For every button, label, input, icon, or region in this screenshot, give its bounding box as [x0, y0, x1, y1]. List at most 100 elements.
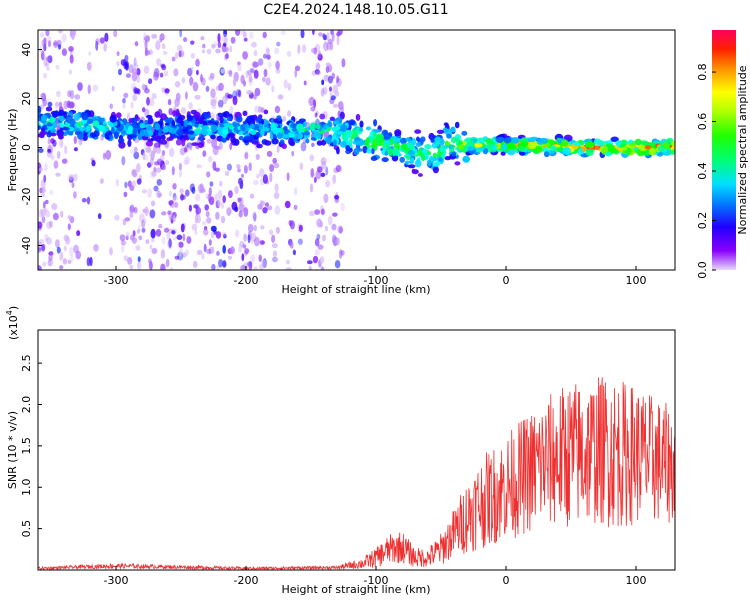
- spectrogram-cell: [58, 253, 63, 262]
- spectrogram-cell: [421, 148, 428, 155]
- spectrogram-cell: [210, 225, 217, 232]
- spectrogram-cell: [207, 120, 214, 124]
- spectrogram-cell: [365, 126, 372, 131]
- spectrogram-cell: [120, 130, 127, 135]
- spectrogram-cell: [67, 223, 71, 231]
- spectrogram-cell: [240, 173, 245, 178]
- spectrogram-cell: [247, 223, 254, 233]
- spectrogram-cell: [414, 159, 422, 168]
- spectrogram-cell: [55, 239, 60, 249]
- spectrogram-cell: [145, 239, 150, 245]
- x-tick-label: -300: [104, 274, 129, 287]
- spectrogram-cell: [150, 228, 156, 239]
- spectrogram-cell: [59, 123, 65, 128]
- spectrogram-cell: [295, 132, 301, 140]
- y-tick-label: -40: [20, 237, 33, 255]
- spectrogram-cell: [73, 136, 78, 144]
- spectrogram-cell: [275, 68, 281, 74]
- colorbar-ticks: 0.0 0.2 0.4 0.6 0.8: [696, 63, 716, 279]
- spectrogram-cell: [123, 255, 128, 262]
- spectrogram-cell: [585, 148, 594, 156]
- spectrogram-cell: [136, 68, 141, 76]
- spectrogram-cell: [210, 88, 216, 99]
- spectrogram-cell: [529, 136, 539, 141]
- spectrogram-cell: [113, 30, 118, 38]
- x-tick-label: 0: [503, 574, 510, 587]
- spectrogram-cell: [247, 234, 251, 244]
- spectrogram-cell: [550, 145, 557, 151]
- spectrogram-cell: [544, 151, 550, 158]
- spectrogram-cell: [518, 145, 525, 152]
- spectrogram-cell: [167, 210, 172, 215]
- spectrogram-cell: [68, 69, 73, 75]
- spectrogram-cell: [454, 121, 460, 129]
- spectrogram-cell: [229, 246, 235, 255]
- spectrogram-cell: [129, 210, 134, 219]
- spectrogram-cell: [104, 32, 109, 42]
- spectrogram-cell: [232, 95, 238, 106]
- spectrogram-cell: [266, 150, 273, 157]
- spectrogram-cell: [226, 163, 232, 171]
- spectrogram-cell: [271, 234, 276, 243]
- spectrogram-cell: [436, 129, 445, 134]
- spectrogram-cell: [254, 87, 261, 97]
- spectrogram-cell: [319, 113, 326, 120]
- spectrogram-cell: [211, 43, 216, 49]
- spectrogram-cell: [221, 126, 229, 134]
- spectrogram-cell: [260, 128, 265, 136]
- spectrogram-cell: [258, 58, 264, 66]
- spectrogram-cell: [324, 225, 328, 232]
- spectrogram-frame: [37, 29, 676, 271]
- spectrogram-cell: [468, 140, 475, 148]
- spectrogram-cell: [47, 138, 51, 145]
- spectrogram-cell: [102, 121, 107, 126]
- spectrogram-cell: [175, 92, 181, 102]
- spectrogram-cell: [276, 132, 283, 140]
- spectrogram-cell: [124, 54, 129, 62]
- spectrogram-cell: [294, 69, 298, 78]
- spectrogram-cell: [93, 244, 99, 252]
- spectrogram-cell: [196, 249, 203, 256]
- spectrogram-cell: [67, 90, 72, 98]
- spectrogram-cell: [250, 254, 256, 263]
- spectrogram-cell: [92, 84, 98, 92]
- spectrogram-cell: [40, 92, 46, 99]
- spectrogram-cell: [313, 131, 320, 137]
- spectrogram-y-label: Frequency (Hz): [6, 109, 19, 192]
- spectrogram-cell: [149, 209, 156, 219]
- spectrogram-cell: [41, 216, 46, 224]
- spectrogram-cell: [411, 168, 416, 174]
- spectrogram-cell: [211, 104, 216, 110]
- spectrogram-cell: [141, 83, 146, 91]
- spectrogram-cell: [59, 265, 64, 270]
- spectrogram-cell: [372, 132, 377, 140]
- spectrogram-cell: [228, 69, 233, 77]
- spectrogram-cell: [325, 136, 333, 145]
- spectrogram-cell: [234, 30, 241, 36]
- spectrogram-cell: [337, 225, 343, 235]
- colorbar-tick-label: 0.0: [696, 261, 709, 279]
- spectrogram-cell: [44, 162, 48, 172]
- spectrogram-cell: [202, 125, 210, 131]
- spectrogram-cell: [100, 178, 104, 185]
- spectrogram-cell: [370, 156, 378, 161]
- spectrogram-cell: [272, 127, 279, 135]
- spectrogram-cell: [125, 60, 129, 71]
- spectrogram-cell: [145, 50, 151, 56]
- spectrogram-cell: [331, 72, 335, 80]
- spectrogram-cell: [133, 146, 138, 153]
- spectrogram-cell: [277, 94, 284, 100]
- spectrogram-cell: [315, 71, 321, 76]
- spectrogram-cell: [271, 85, 275, 93]
- spectrogram-cell: [154, 111, 160, 118]
- spectrogram-cell: [326, 32, 330, 41]
- spectrogram-cell: [39, 208, 44, 218]
- spectrogram-cell: [345, 144, 351, 151]
- spectrogram-cell: [273, 118, 279, 123]
- spectrogram-cell: [179, 247, 183, 257]
- spectrogram-cell: [215, 211, 220, 220]
- spectrogram-cell: [155, 40, 161, 51]
- spectrogram-cell: [111, 126, 115, 135]
- spectrogram-cell: [45, 30, 50, 36]
- spectrogram-cell: [40, 131, 48, 135]
